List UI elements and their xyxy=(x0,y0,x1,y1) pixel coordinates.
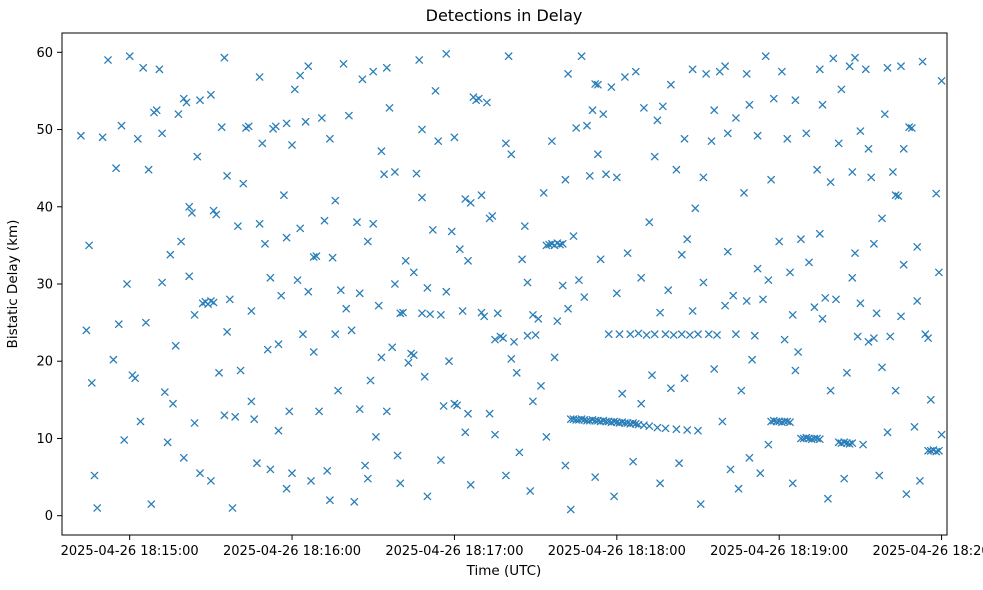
x-tick-label: 2025-04-26 18:19:00 xyxy=(710,544,848,559)
y-tick-label: 10 xyxy=(36,432,53,447)
scatter-marker-path xyxy=(77,50,946,514)
scatter-points xyxy=(77,50,946,514)
y-tick-label: 40 xyxy=(36,200,53,215)
x-tick-label: 2025-04-26 18:20:00 xyxy=(873,544,983,559)
x-tick-label: 2025-04-26 18:17:00 xyxy=(385,544,523,559)
y-tick-label: 30 xyxy=(36,278,53,293)
plot-frame xyxy=(61,32,948,536)
y-tick-label: 0 xyxy=(45,509,53,524)
y-tick-label: 60 xyxy=(36,46,53,61)
y-tick-label: 50 xyxy=(36,123,53,138)
x-tick-label: 2025-04-26 18:15:00 xyxy=(61,544,199,559)
x-axis-label: Time (UTC) xyxy=(466,563,542,579)
chart-title: Detections in Delay xyxy=(426,6,583,25)
axis-ticks: 2025-04-26 18:15:00 2025-04-26 18:16:00 20… xyxy=(36,46,983,559)
x-tick-label: 2025-04-26 18:18:00 xyxy=(548,544,686,559)
y-axis-label: Bistatic Delay (km) xyxy=(5,220,21,349)
y-tick-label: 20 xyxy=(36,355,53,370)
x-tick-label: 2025-04-26 18:16:00 xyxy=(223,544,361,559)
